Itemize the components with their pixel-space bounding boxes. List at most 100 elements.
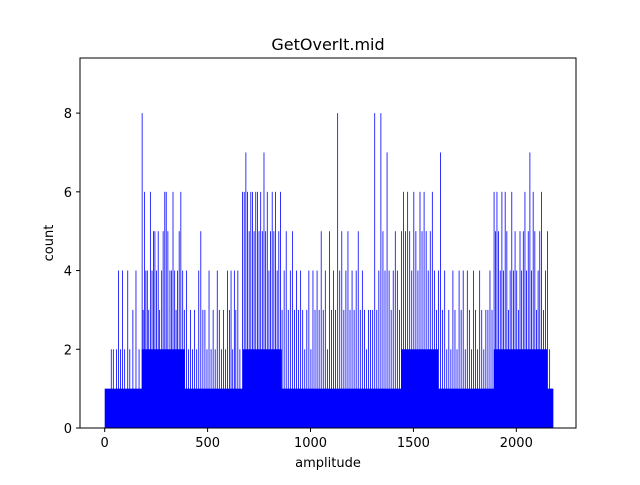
histogram-bar	[275, 191, 276, 428]
histogram-bar	[204, 309, 206, 428]
histogram-bar	[302, 309, 304, 428]
histogram-bar	[175, 309, 177, 428]
histogram-bar	[545, 270, 546, 428]
histogram-bar	[413, 191, 415, 428]
histogram-bar	[138, 349, 140, 428]
x-tick-label: 500	[195, 436, 220, 451]
histogram-bar	[458, 270, 460, 428]
y-tick-label: 4	[64, 265, 72, 280]
histogram-bar	[335, 309, 336, 428]
histogram-bar	[436, 309, 437, 428]
histogram-bar	[257, 191, 258, 428]
histogram-bar	[537, 270, 539, 428]
histogram-bar	[364, 309, 365, 428]
histogram-bar	[471, 349, 472, 428]
histogram-bar	[519, 231, 521, 428]
histogram-bar	[384, 270, 386, 428]
histogram-bar	[142, 309, 144, 428]
histogram-bar	[304, 349, 306, 428]
histogram-bar	[511, 191, 513, 428]
histogram-bar	[127, 270, 129, 428]
histogram-bar	[481, 309, 483, 428]
x-tick-label: 1500	[397, 436, 430, 451]
histogram-bar	[230, 270, 232, 428]
histogram-bar	[508, 309, 509, 428]
histogram-bar	[464, 349, 466, 428]
y-tick-label: 8	[64, 107, 72, 122]
histogram-bar	[294, 309, 295, 428]
histogram-bar	[202, 309, 204, 428]
histogram-bar	[190, 309, 191, 428]
histogram-bar	[496, 191, 498, 428]
histogram-bar	[298, 309, 299, 428]
histogram-bar	[151, 270, 153, 428]
histogram-bar	[118, 270, 119, 428]
histogram-bar	[182, 270, 184, 428]
histogram-bar	[351, 270, 353, 428]
histogram-bar	[270, 231, 271, 428]
histogram-bar	[308, 270, 310, 428]
histogram-bar	[167, 231, 169, 428]
histogram-bar	[491, 309, 493, 428]
histogram-bar	[370, 309, 371, 428]
histogram-bar	[177, 270, 178, 428]
histogram-bar	[444, 270, 446, 428]
histogram-bar	[382, 231, 384, 428]
histogram-bar	[247, 191, 248, 428]
histogram-bar	[388, 270, 390, 428]
histogram-bar	[499, 270, 501, 428]
histogram-bar	[386, 152, 388, 428]
histogram-bar	[169, 270, 171, 428]
histogram-bar	[337, 113, 339, 429]
histogram-bar	[153, 231, 154, 428]
histogram-bar	[287, 309, 289, 428]
histogram-bar	[306, 309, 308, 428]
histogram-bar	[314, 309, 316, 428]
histogram-bar	[225, 349, 226, 428]
histogram-bar	[144, 191, 146, 428]
histogram-bar	[198, 270, 200, 428]
histogram-bar	[421, 231, 423, 428]
histogram-bar	[355, 270, 357, 428]
histogram-bar	[162, 231, 164, 428]
histogram-bar	[124, 349, 126, 428]
histogram-bar	[178, 231, 180, 428]
histogram-bar	[489, 270, 491, 428]
histogram-bar	[326, 349, 328, 428]
histogram-bar	[233, 270, 235, 428]
histogram-bar	[208, 270, 210, 428]
histogram-bar	[475, 309, 476, 428]
histogram-bar	[210, 349, 212, 428]
histogram-bar	[156, 270, 157, 428]
histogram-bar	[405, 231, 406, 428]
histogram-bar	[368, 309, 369, 428]
histogram-bar	[232, 349, 234, 428]
histogram-bar	[174, 270, 176, 428]
histogram-bar	[316, 270, 318, 428]
histogram-bar	[200, 231, 202, 428]
histogram-bar	[448, 309, 450, 428]
histogram-bar	[485, 309, 487, 428]
histogram-bar	[495, 231, 496, 428]
histogram-bar	[450, 349, 452, 428]
histogram-bar	[265, 231, 267, 428]
histogram-bar	[135, 270, 137, 428]
histogram-bar	[324, 270, 326, 428]
histogram-bar	[509, 270, 511, 428]
histogram-bar	[473, 270, 474, 428]
histogram-bar	[331, 309, 332, 428]
histogram-bar	[268, 270, 270, 428]
histogram-bar	[229, 309, 231, 428]
histogram-bar	[522, 231, 524, 428]
histogram-bar	[220, 349, 222, 428]
histogram-bar	[460, 309, 462, 428]
histogram-bar	[312, 270, 314, 428]
histogram-bar	[345, 270, 347, 428]
histogram-bar	[504, 191, 506, 428]
histogram-bar	[154, 231, 156, 428]
histogram-bar	[320, 231, 322, 428]
x-tick-label: 1000	[294, 436, 327, 451]
histogram-bar	[172, 191, 174, 428]
